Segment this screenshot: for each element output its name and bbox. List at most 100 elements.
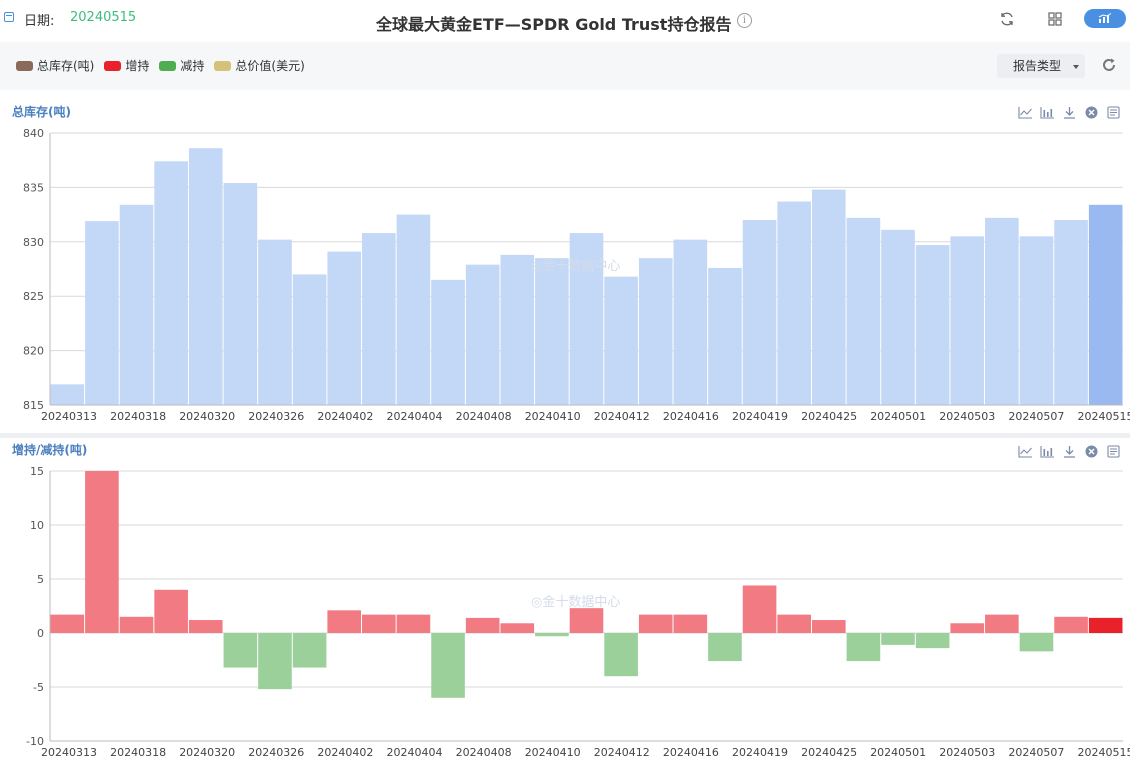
- legend-swatch: [214, 60, 232, 71]
- watermark: ◎金十数据中心: [531, 594, 620, 610]
- legend-item[interactable]: 增持: [104, 57, 149, 74]
- bar: [638, 614, 673, 633]
- download-icon[interactable]: [1058, 443, 1080, 459]
- inventory-chart-title: 总库存(吨): [12, 105, 71, 119]
- x-tick-label: 20240416: [663, 410, 719, 423]
- page-title: 全球最大黄金ETF—SPDR Gold Trust持仓报告: [376, 15, 732, 34]
- bar: [85, 471, 119, 633]
- bar-chart-icon[interactable]: [1036, 443, 1058, 459]
- bar: [742, 220, 777, 405]
- x-tick-label: 20240408: [456, 746, 512, 759]
- bar: [500, 623, 535, 633]
- bar: [431, 633, 465, 698]
- legend-item[interactable]: 总库存(吨): [16, 57, 94, 74]
- y-tick-label: 0: [37, 627, 44, 640]
- bar: [1088, 617, 1123, 633]
- bar: [535, 258, 569, 405]
- bar: [708, 633, 742, 662]
- bar: [604, 633, 638, 677]
- bar: [1019, 633, 1054, 652]
- bar: [223, 183, 258, 405]
- date-label: 日期:: [24, 14, 55, 29]
- bar: [569, 233, 604, 405]
- x-tick-label: 20240503: [939, 746, 995, 759]
- x-tick-label: 20240410: [525, 746, 581, 759]
- x-tick-label: 20240412: [594, 410, 650, 423]
- top-bar: 日期: 20240515 全球最大黄金ETF—SPDR Gold Trust持仓…: [0, 0, 1130, 42]
- line-chart-icon[interactable]: [1014, 104, 1036, 120]
- x-tick-label: 20240320: [179, 410, 235, 423]
- bar: [465, 264, 500, 405]
- bar: [223, 633, 258, 668]
- bar: [638, 258, 673, 405]
- bar: [396, 614, 431, 633]
- x-tick-label: 20240404: [387, 746, 443, 759]
- x-tick-label: 20240326: [248, 746, 304, 759]
- bar: [119, 616, 154, 633]
- bar: [604, 276, 638, 405]
- x-tick-label: 20240425: [801, 410, 857, 423]
- bar: [292, 274, 327, 405]
- download-icon[interactable]: [1058, 104, 1080, 120]
- report-type-select[interactable]: 报告类型: [997, 54, 1085, 78]
- y-tick-label: 820: [23, 345, 44, 358]
- legend-label: 减持: [180, 59, 205, 73]
- x-tick-label: 20240503: [939, 410, 995, 423]
- chart-icon: [1098, 13, 1112, 23]
- x-tick-label: 20240412: [594, 746, 650, 759]
- date-value[interactable]: 20240515: [70, 10, 137, 25]
- report-type-label: 报告类型: [1013, 59, 1062, 73]
- legend-swatch: [159, 60, 177, 71]
- line-chart-icon[interactable]: [1014, 443, 1036, 459]
- x-tick-label: 20240402: [317, 410, 373, 423]
- refresh-cycle-icon[interactable]: [997, 11, 1017, 31]
- legend-swatch: [104, 60, 122, 71]
- bar: [846, 217, 881, 405]
- bar: [465, 617, 500, 633]
- x-tick-label: 20240425: [801, 746, 857, 759]
- info-icon[interactable]: i: [737, 13, 752, 28]
- x-tick-label: 20240404: [387, 410, 443, 423]
- data-view-icon[interactable]: [1102, 443, 1124, 459]
- legend-label: 总库存(吨): [37, 59, 95, 73]
- x-tick-label: 20240419: [732, 410, 788, 423]
- legend-item[interactable]: 减持: [159, 57, 204, 74]
- chart-view-button[interactable]: [1084, 9, 1126, 28]
- bar-chart-icon[interactable]: [1036, 104, 1058, 120]
- inventory-chart: 815 820 825 830 835 840 20240313 20240318 202403…: [23, 127, 1130, 423]
- bar: [915, 245, 950, 405]
- x-tick-label: 20240313: [41, 410, 97, 423]
- bar: [535, 633, 569, 637]
- bar: [154, 161, 188, 405]
- bar: [985, 217, 1019, 405]
- bar: [85, 221, 119, 405]
- bar: [1054, 616, 1088, 633]
- data-view-icon[interactable]: [1102, 104, 1124, 120]
- bar: [950, 236, 985, 405]
- bar: [362, 614, 396, 633]
- x-tick-label: 20240402: [317, 746, 373, 759]
- x-tick-label: 20240320: [179, 746, 235, 759]
- y-tick-label: 825: [23, 290, 44, 303]
- bar: [811, 620, 846, 633]
- bar: [327, 251, 362, 405]
- legend-item[interactable]: 总价值(美元): [214, 57, 305, 74]
- refresh-icon[interactable]: [1100, 56, 1118, 74]
- bar: [1088, 204, 1123, 405]
- close-icon[interactable]: [1080, 104, 1102, 120]
- bar: [258, 239, 292, 405]
- legend: 总库存(吨) 增持 减持 总价值(美元): [16, 57, 315, 74]
- bar: [708, 267, 742, 405]
- bar: [327, 610, 362, 633]
- legend-swatch: [16, 60, 33, 71]
- bar: [119, 204, 154, 405]
- bar: [431, 279, 465, 405]
- bar: [362, 233, 396, 405]
- legend-bar: 总库存(吨) 增持 减持 总价值(美元) 报告类型: [0, 42, 1130, 90]
- x-tick-label: 20240408: [456, 410, 512, 423]
- x-tick-label: 20240416: [663, 746, 719, 759]
- bar: [673, 614, 708, 633]
- close-icon[interactable]: [1080, 443, 1102, 459]
- grid-layout-icon[interactable]: [1045, 11, 1065, 31]
- y-tick-label: 815: [23, 399, 44, 412]
